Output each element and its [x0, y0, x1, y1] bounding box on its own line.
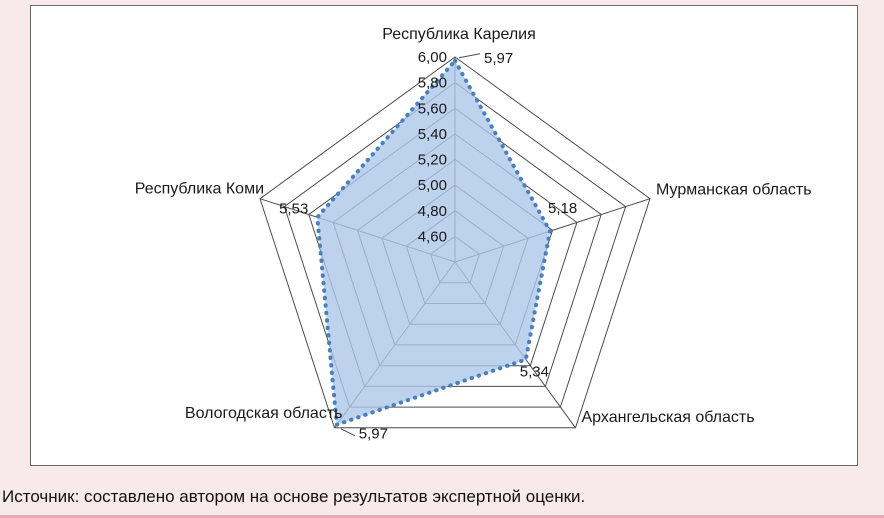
data-value-label: 5,53 — [279, 200, 308, 217]
axis-tick-label: 5,40 — [418, 126, 447, 143]
data-value-label: 5,18 — [548, 200, 577, 217]
data-value-label: 5,34 — [520, 363, 549, 380]
axis-tick-label: 5,80 — [418, 75, 447, 92]
grid-ring — [308, 107, 602, 387]
data-area-outline — [315, 58, 552, 427]
axis-tick-label: 5,20 — [418, 152, 447, 169]
axis-tick-label: 5,00 — [418, 177, 447, 194]
data-label-leader — [340, 428, 356, 437]
axis-tick-label: 6,00 — [418, 49, 447, 66]
category-label: Республика Карелия — [382, 26, 536, 43]
bottom-strip — [0, 515, 884, 518]
data-label-leader — [458, 53, 481, 59]
axis-tick-label: 4,60 — [418, 228, 447, 245]
radar-chart-container: 6,00 5,80 5,60 5,40 5,20 5,00 4,80 4,60 5,97 5,18… — [30, 5, 858, 466]
source-caption: Источник: составлено автором на основе р… — [2, 487, 586, 506]
data-area — [317, 60, 550, 425]
axis-tick-label: 5,60 — [418, 100, 447, 117]
radar-chart: 6,00 5,80 5,60 5,40 5,20 5,00 4,80 4,60 5,97 5,18… — [135, 26, 812, 443]
grid-ring — [283, 81, 627, 408]
category-label: Республика Коми — [135, 181, 264, 198]
category-label: Архангельская область — [582, 409, 755, 426]
data-value-label: 5,97 — [359, 426, 388, 443]
grid-ring — [259, 56, 651, 429]
category-label: Мурманская область — [656, 182, 812, 199]
category-label: Вологодская область — [185, 405, 343, 422]
data-value-label: 5,97 — [484, 50, 513, 67]
axis-tick-label: 4,80 — [418, 203, 447, 220]
